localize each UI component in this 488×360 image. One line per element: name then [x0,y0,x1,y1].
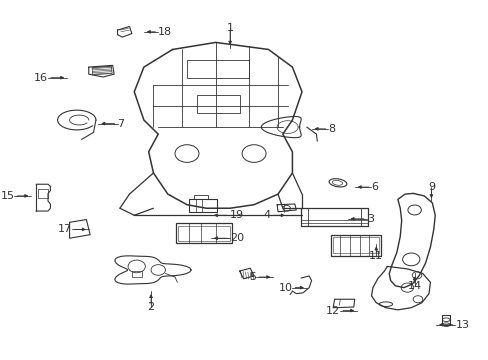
Text: 4: 4 [263,210,270,220]
Bar [189,199,217,212]
Text: 7: 7 [117,118,124,129]
Text: 11: 11 [368,251,383,261]
Bar [301,208,367,226]
Bar [132,271,142,277]
Text: 13: 13 [454,320,468,330]
Bar [39,189,48,198]
Text: 3: 3 [366,214,373,224]
Bar [360,208,367,226]
Bar [330,235,380,256]
Text: 8: 8 [328,124,335,134]
Text: 14: 14 [407,281,421,291]
Text: 18: 18 [158,27,172,37]
Text: 5: 5 [249,272,256,282]
Text: 17: 17 [58,224,72,234]
Text: 2: 2 [147,302,154,312]
Bar [176,224,231,243]
Text: 16: 16 [34,73,48,83]
Bar [301,208,307,226]
Text: 10: 10 [278,283,292,293]
Text: 12: 12 [325,306,340,315]
Text: 9: 9 [427,182,434,192]
Text: 1: 1 [226,23,233,33]
Text: 19: 19 [230,210,244,220]
Bar [194,195,207,199]
Text: 20: 20 [230,233,244,243]
Bar [442,315,449,325]
Bar [332,237,378,253]
Text: 6: 6 [371,182,378,192]
Text: 15: 15 [0,191,15,201]
Bar [186,60,249,78]
Bar [196,95,239,113]
Bar [178,226,230,241]
